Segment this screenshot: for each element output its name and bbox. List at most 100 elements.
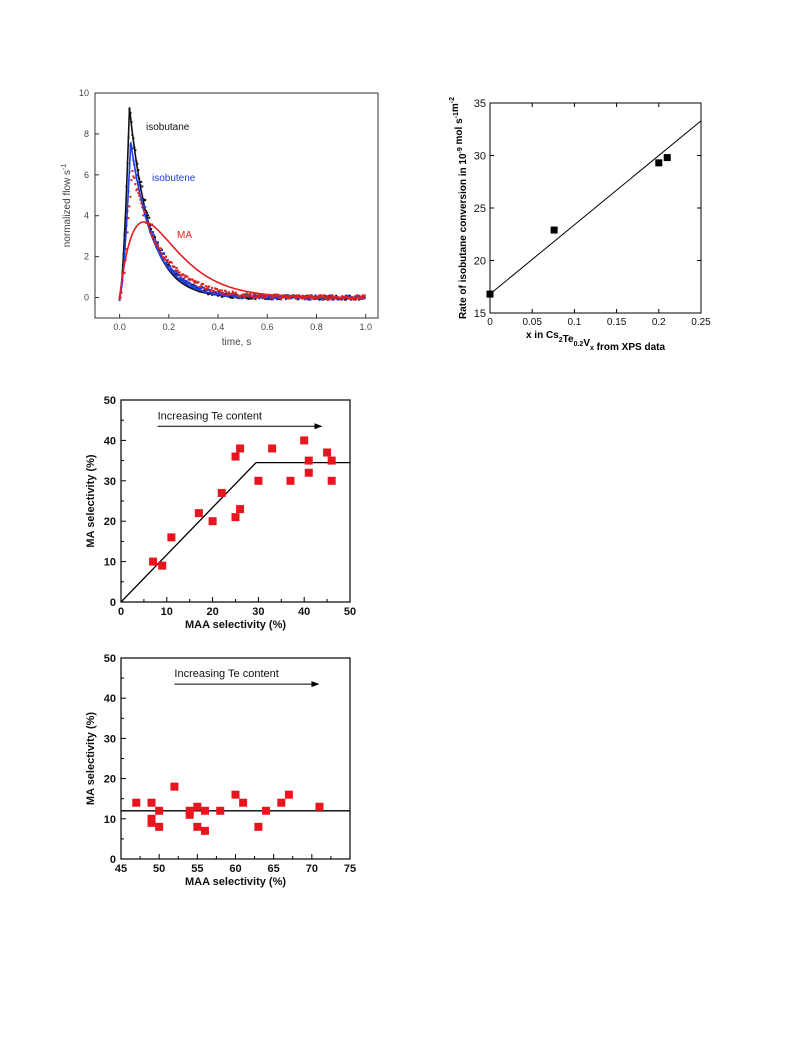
data-point-ma — [159, 247, 162, 250]
data-point-ma — [178, 271, 181, 274]
data-point-isobutene — [195, 285, 198, 288]
data-point-isobutane — [249, 297, 252, 300]
data-point-ma — [231, 290, 234, 293]
data-point-ma — [305, 298, 308, 301]
data-point-isobutane — [154, 236, 157, 239]
data-point-isobutene — [185, 280, 188, 283]
data-point — [170, 782, 179, 791]
data-point-ma — [254, 293, 257, 296]
data-point-ma — [158, 251, 161, 254]
plot-frame — [120, 399, 351, 603]
data-point — [185, 810, 194, 819]
data-point-isobutene — [149, 225, 152, 228]
data-point-ma — [224, 290, 227, 293]
data-point-ma — [132, 175, 135, 178]
chart-isobutane-conversion-rate: 0 0.05 0.1 0.15 0.2 0.25 15 20 25 30 35 x in Cs2Te0… — [449, 97, 711, 353]
data-point-ma — [349, 297, 352, 300]
x-tick-label: 65 — [268, 863, 280, 875]
data-point-ma — [153, 239, 156, 242]
data-point-isobutene — [159, 252, 162, 255]
data-point-isobutene — [309, 298, 312, 301]
data-point-ma — [320, 294, 323, 297]
x-tick-label: 70 — [306, 863, 318, 875]
data-point-isobutene — [138, 184, 141, 187]
data-point — [155, 806, 164, 815]
x-tick-label: 0.2 — [652, 317, 666, 328]
data-point — [304, 456, 313, 465]
y-tick-label: 10 — [104, 557, 116, 569]
data-point-isobutene — [176, 273, 179, 276]
x-tick-label: 75 — [344, 863, 356, 875]
data-point-isobutene — [240, 296, 243, 299]
data-point-isobutene — [155, 240, 158, 243]
data-point-isobutane — [167, 263, 170, 266]
data-point — [200, 806, 209, 815]
data-point-isobutane — [149, 223, 152, 226]
data-point-isobutene — [146, 218, 149, 221]
y-tick-label: 4 — [84, 211, 89, 221]
data-point-ma — [193, 281, 196, 284]
x-tick-label: 0.2 — [163, 322, 176, 332]
data-point — [327, 456, 336, 465]
data-point-isobutene — [118, 299, 121, 302]
data-point-isobutene — [172, 270, 175, 273]
data-point — [327, 476, 336, 485]
data-point-isobutene — [188, 281, 191, 284]
data-point-ma — [134, 183, 137, 186]
data-point — [268, 444, 277, 453]
data-point-ma — [180, 274, 183, 277]
data-point — [149, 557, 158, 566]
data-point-isobutane — [147, 214, 150, 217]
data-point-ma — [216, 288, 219, 291]
data-point-isobutene — [232, 296, 235, 299]
data-point-ma — [234, 291, 237, 294]
data-point-ma — [131, 169, 134, 172]
x-tick-label: 0.8 — [310, 322, 323, 332]
data-point-isobutene — [284, 298, 287, 301]
data-point-isobutene — [215, 291, 218, 294]
chart-ma-vs-maa-selectivity-2: 45 50 55 60 65 70 75 0 10 20 30 40 50 Increasing Te c… — [85, 653, 356, 888]
data-point — [217, 488, 226, 497]
data-point-ma — [213, 290, 216, 293]
x-tick-label: 45 — [115, 863, 127, 875]
annotation-increasing-te: Increasing Te content — [174, 668, 278, 680]
data-point-ma — [138, 194, 141, 197]
data-point-ma — [222, 292, 225, 295]
data-point-ma — [186, 275, 189, 278]
series-label-isobutene: isobutene — [152, 173, 196, 184]
data-point-ma — [174, 269, 177, 272]
data-point-ma — [294, 297, 297, 300]
x-tick-label: 0 — [118, 606, 124, 618]
data-point-ma — [247, 294, 250, 297]
data-point-ma — [308, 296, 311, 299]
data-point — [304, 468, 313, 477]
data-point-ma — [170, 261, 173, 264]
data-point-ma — [150, 231, 153, 234]
y-tick-label: 0 — [84, 293, 89, 303]
data-point — [550, 226, 558, 234]
data-point — [167, 533, 176, 542]
data-point-ma — [330, 297, 333, 300]
data-point-isobutane — [144, 198, 147, 201]
data-point-ma — [272, 296, 275, 299]
data-point-ma — [191, 278, 194, 281]
data-point — [155, 822, 164, 831]
data-point — [193, 822, 202, 831]
data-point — [655, 159, 663, 167]
data-point-ma — [260, 295, 263, 298]
data-point — [132, 798, 141, 807]
data-point-ma — [205, 285, 208, 288]
data-point — [147, 818, 156, 827]
data-point-ma — [206, 287, 209, 290]
y-tick-label: 50 — [104, 653, 116, 665]
data-point-ma — [176, 269, 179, 272]
data-point-isobutene — [136, 174, 139, 177]
data-point-ma — [263, 296, 266, 299]
data-point-ma — [339, 297, 342, 300]
data-point — [254, 822, 263, 831]
data-point-isobutene — [357, 294, 360, 297]
data-point-ma — [123, 271, 126, 274]
data-point-ma — [295, 294, 298, 297]
data-point-ma — [139, 198, 142, 201]
data-point-ma — [335, 297, 338, 300]
